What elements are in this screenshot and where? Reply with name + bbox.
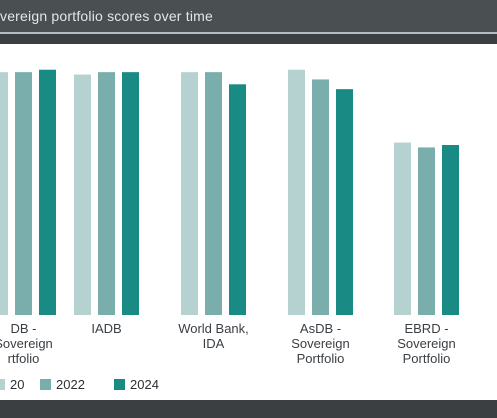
legend-swatch-2 — [40, 379, 51, 390]
category-label-4-line-2: Sovereign — [291, 336, 350, 351]
category-label-1-line-2: Sovereign — [0, 336, 53, 351]
bar-3-series-2 — [205, 72, 222, 316]
bar-5-series-3 — [442, 145, 459, 315]
bar-4-series-2 — [312, 79, 329, 315]
bars-group — [0, 69, 459, 316]
bar-3-series-1 — [181, 72, 198, 316]
legend-label-3: 2024 — [130, 377, 159, 392]
bar-3-series-3 — [229, 84, 246, 316]
bar-1-series-2 — [15, 72, 32, 316]
legend: 20 2022 2024 — [0, 377, 159, 392]
category-label-2-line-1: IADB — [91, 321, 121, 336]
bar-5-series-1 — [394, 142, 411, 315]
bar-1-series-3 — [39, 69, 56, 315]
bar-4-series-1 — [288, 69, 305, 315]
category-label-5-line-3: Portfolio — [403, 351, 451, 366]
category-label-1-line-3: rtfolio — [8, 351, 40, 366]
category-label-4-line-1: AsDB - — [300, 321, 341, 336]
category-label-1-line-1: DB - — [11, 321, 37, 336]
category-label-4-line-3: Portfolio — [297, 351, 345, 366]
bar-2-series-2 — [98, 72, 115, 316]
legend-label-1: 20 — [10, 377, 24, 392]
bar-4-series-3 — [336, 89, 353, 316]
footer-strip — [0, 400, 497, 418]
bar-2-series-3 — [122, 72, 139, 316]
bar-2-series-1 — [74, 74, 91, 315]
chart-title: vereign portfolio scores over time — [0, 8, 213, 24]
legend-swatch-3 — [114, 379, 125, 390]
legend-swatch-1 — [0, 379, 5, 390]
bar-1-series-1 — [0, 72, 8, 316]
category-label-5-line-1: EBRD - — [404, 321, 448, 336]
legend-label-2: 2022 — [56, 377, 85, 392]
chart-header: vereign portfolio scores over time — [0, 0, 497, 34]
category-label-3-line-2: IDA — [203, 336, 225, 351]
category-label-3-line-1: World Bank, — [178, 321, 249, 336]
bar-5-series-2 — [418, 147, 435, 315]
category-label-5-line-2: Sovereign — [397, 336, 456, 351]
